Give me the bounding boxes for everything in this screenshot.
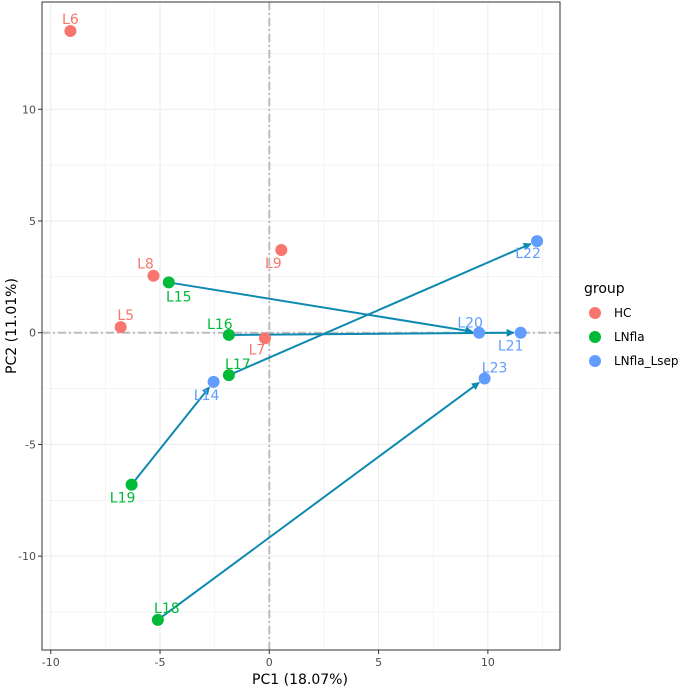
x-tick-label: -10 <box>42 656 60 669</box>
y-tick-label: -5 <box>25 438 36 451</box>
arrow-L19-L14 <box>130 386 210 486</box>
point-L9 <box>275 244 288 257</box>
point-L8 <box>147 269 160 282</box>
y-tick-label: 5 <box>29 215 36 228</box>
point-L14 <box>207 375 220 388</box>
x-tick-label: 5 <box>375 656 382 669</box>
legend-title: group <box>584 281 625 297</box>
x-tick-label: 10 <box>481 656 495 669</box>
point-label-L18: L18 <box>154 601 180 617</box>
point-L18 <box>151 613 164 626</box>
point-label-L23: L23 <box>482 361 508 377</box>
point-L21 <box>514 326 527 339</box>
legend-key-HC <box>589 307 601 319</box>
y-tick-label: 10 <box>22 103 36 116</box>
point-L19 <box>125 478 138 491</box>
point-label-L16: L16 <box>207 317 233 333</box>
point-L22 <box>531 235 544 248</box>
legend-label-HC: HC <box>614 306 631 320</box>
point-label-L15: L15 <box>166 289 192 305</box>
arrow-L16-L21 <box>228 328 515 337</box>
point-label-L20: L20 <box>457 316 483 332</box>
point-L5 <box>114 321 127 334</box>
point-label-L17: L17 <box>225 357 251 373</box>
point-label-L19: L19 <box>110 491 136 507</box>
point-L17 <box>222 369 235 382</box>
point-label-L21: L21 <box>498 339 524 355</box>
point-L6 <box>64 25 77 38</box>
x-tick-label: 0 <box>266 656 273 669</box>
y-tick-label: 0 <box>29 327 36 340</box>
legend-key-LNfla_Lsep <box>589 355 601 367</box>
point-label-L8: L8 <box>137 257 154 273</box>
point-label-L6: L6 <box>62 12 79 28</box>
x-tick-label: -5 <box>155 656 166 669</box>
legend-label-LNfla_Lsep: LNfla_Lsep <box>614 354 679 368</box>
legend-key-LNfla <box>589 331 601 343</box>
arrow-L15-L20 <box>168 281 474 335</box>
point-L23 <box>478 372 491 385</box>
y-tick-label: -10 <box>18 550 36 563</box>
point-L7 <box>258 332 271 345</box>
y-axis-label: PC2 (11.01%) <box>4 278 20 374</box>
legend-label-LNfla: LNfla <box>614 330 645 344</box>
panel-border <box>41 1 561 651</box>
x-axis-label: PC1 (18.07%) <box>252 672 348 688</box>
arrow-L18-L23 <box>157 381 480 621</box>
point-label-L5: L5 <box>117 308 134 324</box>
point-label-L9: L9 <box>265 256 282 272</box>
point-label-L7: L7 <box>249 342 266 358</box>
point-L16 <box>222 328 235 341</box>
point-label-L22: L22 <box>515 246 541 262</box>
point-L15 <box>162 276 175 289</box>
point-label-L14: L14 <box>194 388 220 404</box>
arrow-L17-L22 <box>228 242 532 377</box>
point-L20 <box>473 326 486 339</box>
